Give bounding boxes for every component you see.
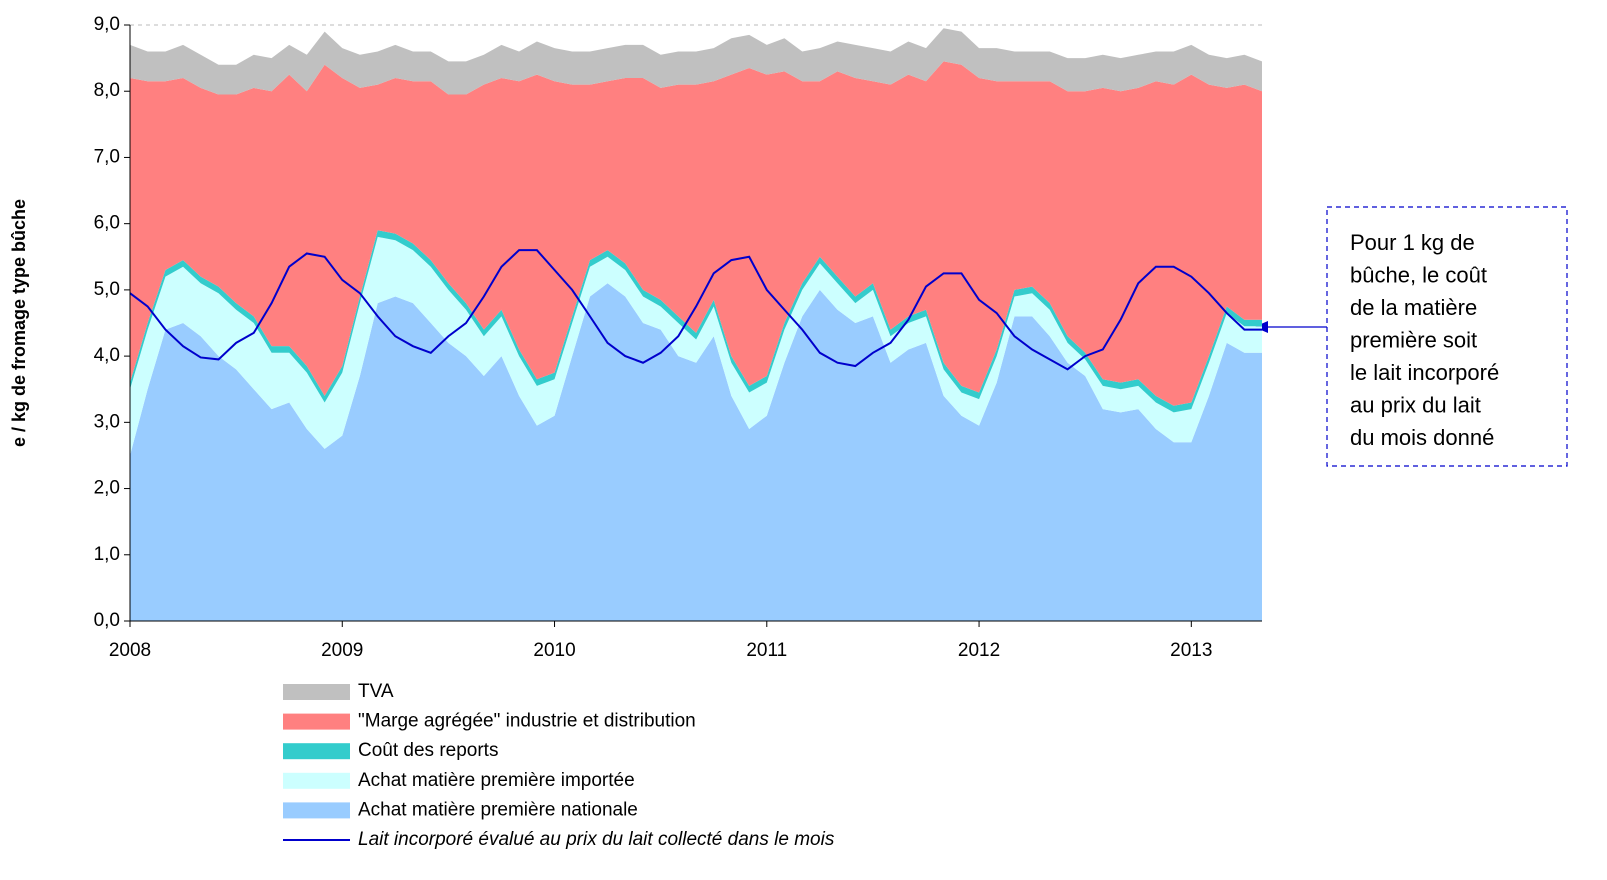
- x-tick-label: 2012: [958, 640, 1000, 661]
- y-tick-label: 5,0: [94, 279, 120, 300]
- legend-label: TVA: [358, 681, 394, 702]
- annotation-text: le lait incorporé: [1350, 360, 1499, 385]
- line: [129, 249, 1262, 371]
- legend-swatch: [283, 802, 350, 819]
- annotation-text: Pour 1 kg de: [1350, 230, 1475, 255]
- x-tick-label: 2010: [533, 640, 575, 661]
- annotation-text: au prix du lait: [1350, 392, 1481, 417]
- y-tick-label: 0,0: [94, 610, 120, 631]
- area: [130, 283, 1262, 621]
- area: [130, 61, 1262, 406]
- x-tick-label: 2008: [109, 640, 151, 661]
- legend-label: Achat matière première nationale: [358, 799, 638, 820]
- y-tick-label: 4,0: [94, 345, 120, 366]
- annotation-text: de la matière: [1350, 295, 1477, 320]
- y-tick-label: 6,0: [94, 213, 120, 234]
- legend-label: "Marge agrégée" industrie et distributio…: [358, 711, 696, 732]
- y-tick-label: 7,0: [94, 146, 120, 167]
- y-tick-label: 2,0: [94, 478, 120, 499]
- annotation-box: [1326, 206, 1568, 467]
- annotation-text: première soit: [1350, 327, 1477, 352]
- legend-label: Achat matière première importée: [358, 770, 635, 791]
- y-tick-label: 1,0: [94, 544, 120, 565]
- x-tick-label: 2009: [321, 640, 363, 661]
- area: [130, 236, 1262, 456]
- legend-swatch: [283, 772, 350, 789]
- legend-label: Coût des reports: [358, 740, 498, 761]
- legend-swatch: [283, 713, 350, 730]
- legend-swatch: [283, 743, 350, 760]
- annotation-text: du mois donné: [1350, 425, 1494, 450]
- area: [130, 230, 1262, 413]
- legend-swatch: [283, 684, 350, 700]
- area: [130, 28, 1262, 95]
- y-tick-label: 8,0: [94, 80, 120, 101]
- y-axis-label: e / kg de fromage type bûche: [9, 199, 29, 447]
- y-tick-label: 9,0: [94, 14, 120, 35]
- legend-label: Lait incorporé évalué au prix du lait co…: [358, 829, 835, 850]
- y-tick-label: 3,0: [94, 411, 120, 432]
- x-tick-label: 2013: [1170, 640, 1212, 661]
- annotation-text: bûche, le coût: [1350, 262, 1487, 287]
- x-tick-label: 2011: [746, 640, 787, 661]
